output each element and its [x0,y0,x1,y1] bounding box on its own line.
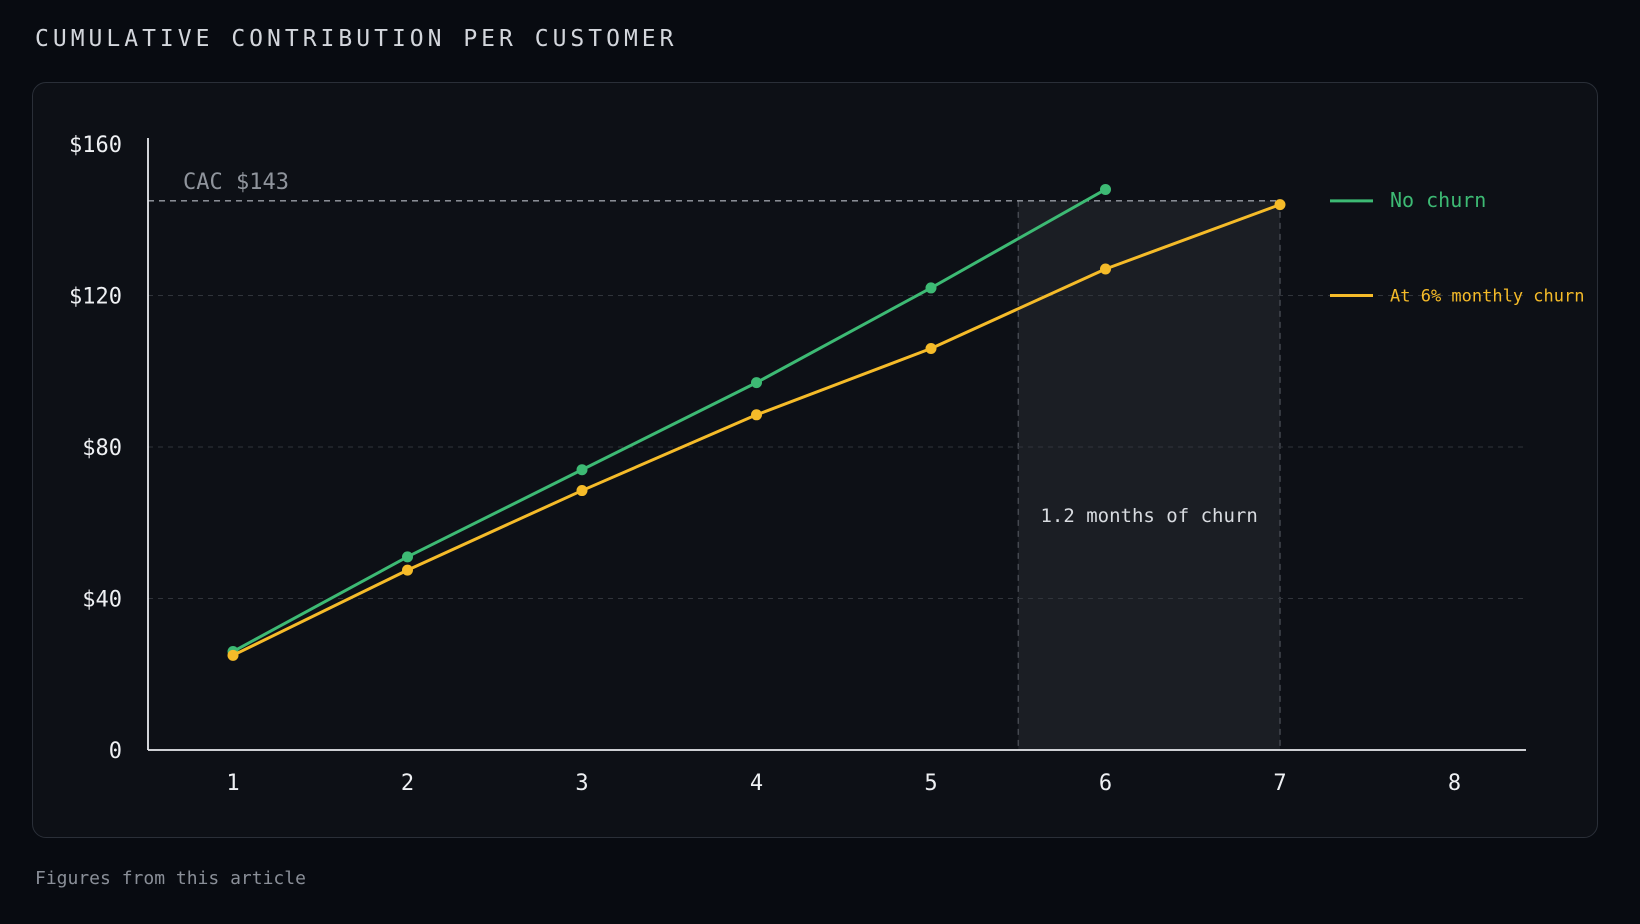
cac-reference-label: CAC $143 [183,170,289,195]
data-point-no-churn-5 [925,282,937,294]
data-point-churn-3 [576,485,588,497]
footnote: Figures from this article [35,868,306,889]
x-tick-label-7: 7 [1273,771,1286,796]
data-point-no-churn-6 [1100,183,1111,195]
data-point-churn-6 [1100,263,1111,275]
y-tick-label-160: $160 [69,133,122,158]
x-tick-label-6: 6 [1099,771,1112,796]
data-point-churn-2 [402,564,413,576]
data-point-churn-1 [227,649,239,661]
data-point-churn-4 [751,409,762,421]
x-tick-label-8: 8 [1448,771,1461,796]
data-point-no-churn-2 [402,551,413,563]
shaded-region [1018,200,1280,750]
x-tick-label-1: 1 [226,771,239,796]
y-tick-label-80: $80 [82,436,122,461]
legend-label-churn: At 6% monthly churn [1390,287,1584,307]
x-tick-label-4: 4 [750,771,763,796]
shaded-region-label: 1.2 months of churn [1040,505,1257,527]
y-tick-label-120: $120 [69,285,122,310]
x-tick-label-3: 3 [575,771,588,796]
x-tick-label-2: 2 [401,771,414,796]
data-point-no-churn-3 [576,464,588,476]
y-tick-label-0: 0 [109,739,122,764]
series-line-no-churn [232,188,1107,653]
data-point-no-churn-4 [751,377,762,389]
legend-label-no-churn: No churn [1390,188,1486,212]
x-tick-label-5: 5 [924,771,937,796]
data-point-churn-5 [925,343,937,355]
chart-title: CUMULATIVE CONTRIBUTION PER CUSTOMER [35,26,678,52]
data-point-churn-7 [1274,199,1286,211]
chart-panel [32,82,1598,838]
y-tick-label-40: $40 [82,588,122,613]
